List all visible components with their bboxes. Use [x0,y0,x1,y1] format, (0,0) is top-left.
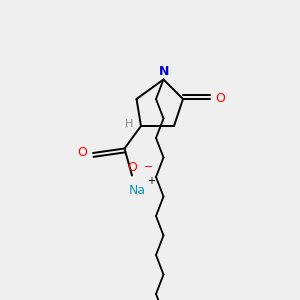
Text: Na: Na [128,184,146,197]
Text: O: O [215,92,225,106]
Text: O: O [78,146,88,160]
Text: +: + [147,176,155,187]
Text: O: O [127,161,137,174]
Text: −: − [143,161,153,172]
Text: N: N [159,65,169,78]
Text: H: H [125,118,134,129]
